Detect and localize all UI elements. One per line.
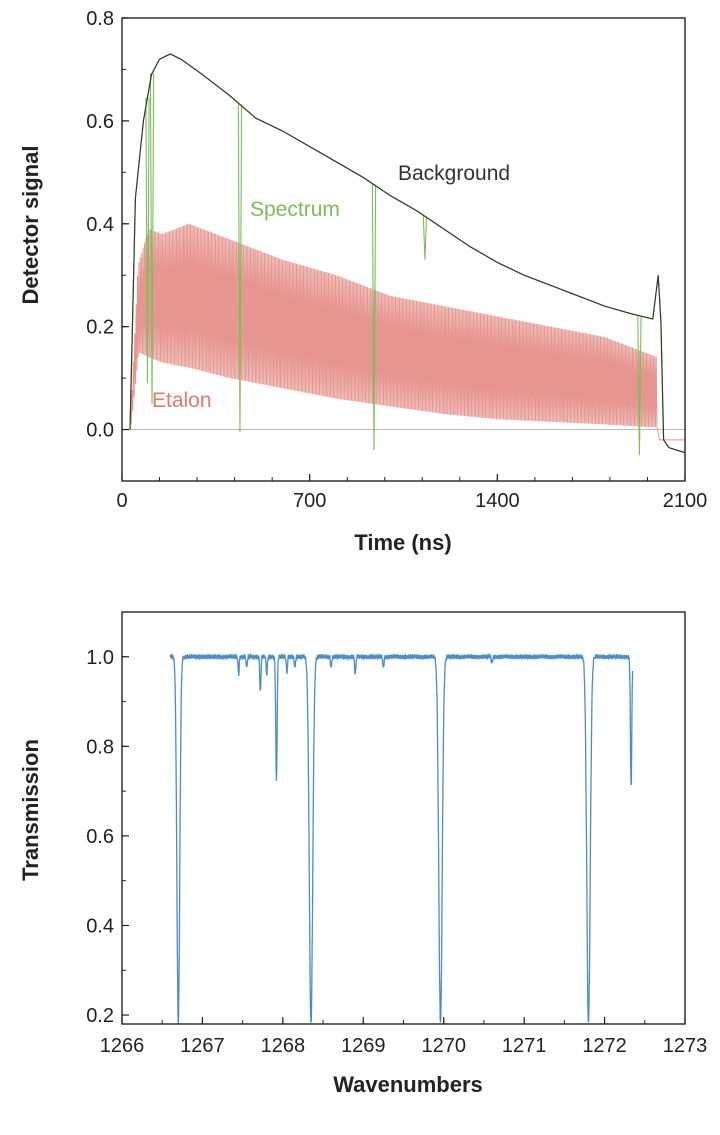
top-annotation-etalon: Etalon bbox=[152, 389, 212, 412]
x-tick-label: 1270 bbox=[421, 1035, 466, 1057]
y-tick-label: 0.4 bbox=[86, 214, 114, 236]
bottom-chart-series bbox=[169, 652, 634, 1025]
x-tick-label: 1269 bbox=[341, 1035, 386, 1057]
x-tick-label: 1271 bbox=[502, 1035, 547, 1057]
x-tick-label: 2100 bbox=[663, 490, 708, 512]
spectrum-dip bbox=[422, 216, 428, 260]
bottom-chart-ticks: 1266 1267 1268 1269 1270 1271 1272 1273 0.2 0.4 0.… bbox=[86, 611, 708, 1057]
top-chart-ticks: 0 700 1400 2100 0.0 0.2 0.4 0.6 0.8 bbox=[86, 8, 707, 512]
x-tick-label: 1273 bbox=[663, 1035, 708, 1057]
series-transmission bbox=[169, 652, 634, 1025]
spectrum-dip bbox=[149, 73, 155, 404]
spectrum-dip bbox=[237, 104, 243, 433]
x-tick-label: 1268 bbox=[261, 1035, 306, 1057]
top-annotation-background: Background bbox=[398, 162, 510, 185]
x-tick-label: 1267 bbox=[180, 1035, 225, 1057]
top-chart-xlabel: Time (ns) bbox=[354, 530, 451, 555]
x-tick-label: 1400 bbox=[475, 490, 520, 512]
y-tick-label: 0.6 bbox=[86, 111, 114, 133]
y-tick-label: 0.8 bbox=[86, 8, 114, 30]
bottom-chart-ylabel: Transmission bbox=[18, 739, 43, 881]
y-tick-label: 1.0 bbox=[86, 647, 114, 669]
x-tick-label: 1266 bbox=[100, 1035, 145, 1057]
y-tick-label: 0.2 bbox=[86, 317, 114, 339]
bottom-chart: 1266 1267 1268 1269 1270 1271 1272 1273 0.2 0.4 0.… bbox=[18, 611, 708, 1097]
bottom-chart-xlabel: Wavenumbers bbox=[333, 1072, 483, 1097]
top-annotation-spectrum: Spectrum bbox=[250, 198, 340, 221]
x-tick-label: 700 bbox=[293, 490, 326, 512]
y-tick-label: 0.8 bbox=[86, 736, 114, 758]
spectrum-dip bbox=[371, 184, 377, 451]
x-tick-label: 1272 bbox=[582, 1035, 627, 1057]
x-tick-label: 0 bbox=[116, 490, 127, 512]
y-tick-label: 0.4 bbox=[86, 915, 114, 937]
top-chart: 0 700 1400 2100 0.0 0.2 0.4 0.6 0.8 Background S… bbox=[18, 8, 707, 555]
bottom-chart-frame bbox=[121, 611, 686, 1025]
top-chart-frame bbox=[121, 17, 686, 482]
y-tick-label: 0.2 bbox=[86, 1005, 114, 1027]
series-etalon bbox=[130, 223, 685, 441]
spectrum-dip bbox=[637, 315, 642, 456]
y-tick-label: 0.6 bbox=[86, 826, 114, 848]
series-background bbox=[129, 53, 686, 454]
top-chart-ylabel: Detector signal bbox=[18, 146, 43, 305]
y-tick-label: 0.0 bbox=[86, 420, 114, 442]
